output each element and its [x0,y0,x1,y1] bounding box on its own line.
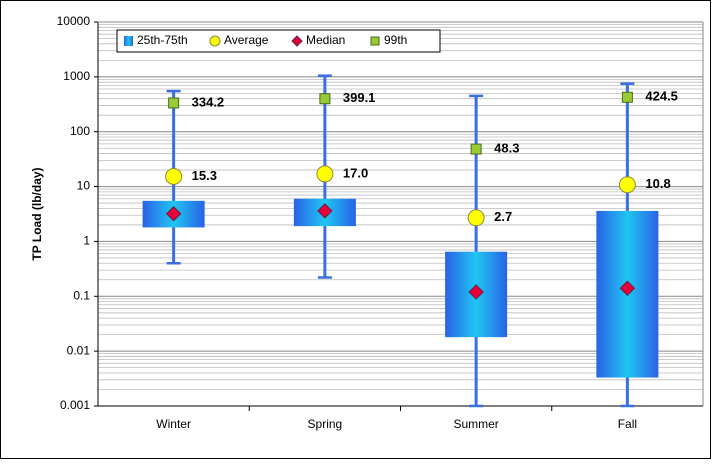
x-tick-label: Summer [453,417,498,431]
legend-label: 25th-75th [137,33,188,47]
marker [618,176,636,194]
x-tick-label: Fall [618,417,637,431]
y-tick-label: 1000 [63,69,90,83]
marker [316,165,334,183]
marker [168,97,180,109]
y-tick-label: 0.1 [73,288,90,302]
y-tick-label: 10 [77,179,91,193]
y-tick-label: 1 [83,234,90,248]
y-tick-label: 10000 [57,14,91,28]
marker [470,143,482,155]
marker [621,91,633,103]
legend-swatch [124,36,133,46]
legend-marker [209,35,221,47]
data-label: 10.8 [645,176,670,191]
legend-marker [370,36,380,46]
legend-label: Median [306,33,345,47]
marker [317,203,333,219]
legend-marker [291,35,303,47]
data-label: 17.0 [343,165,368,180]
y-tick-label: 100 [70,124,90,138]
x-tick-label: Winter [156,417,191,431]
data-label: 15.3 [192,168,217,183]
data-label: 48.3 [494,140,519,155]
y-axis-label: TP Load (lb/day) [30,167,44,260]
data-label: 399.1 [343,90,376,105]
marker [165,167,183,185]
marker [467,209,485,227]
data-label: 2.7 [494,209,512,224]
marker [619,280,636,296]
y-tick-label: 0.01 [67,343,91,357]
legend-label: Average [224,33,269,47]
data-label: 424.5 [645,89,678,104]
marker [319,93,331,105]
marker [165,206,182,222]
legend-box [116,29,441,53]
legend-label: 99th [384,33,407,47]
marker [468,284,484,300]
y-tick-label: 0.001 [60,398,90,412]
x-tick-label: Spring [308,417,343,431]
data-label: 334.2 [192,94,225,109]
